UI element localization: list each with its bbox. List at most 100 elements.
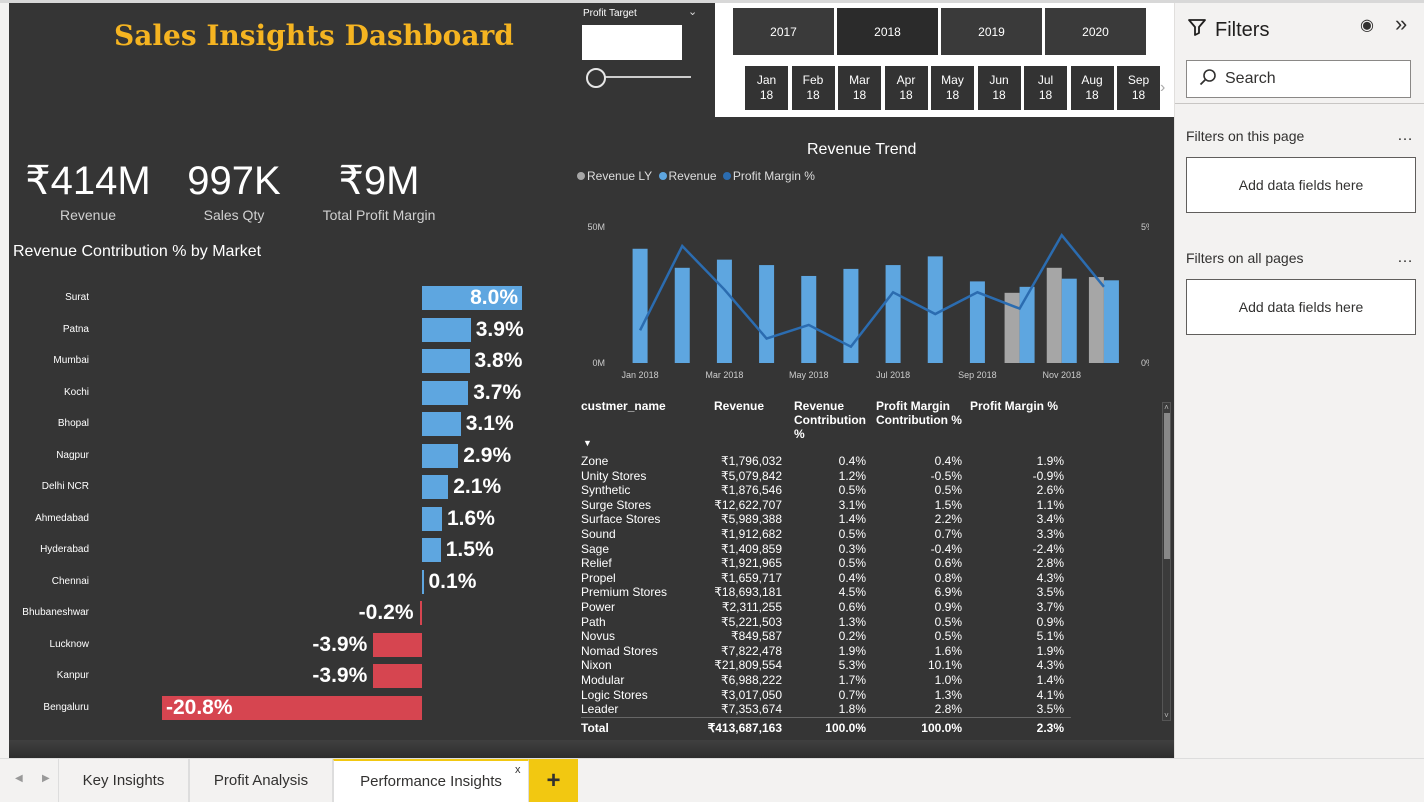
month-button-sep[interactable]: Sep 18 xyxy=(1117,66,1160,110)
legend-item-profit-margin[interactable]: Profit Margin % xyxy=(722,169,815,183)
revenue-bar[interactable] xyxy=(843,268,859,363)
market-bar[interactable] xyxy=(422,475,449,499)
market-bar-row[interactable]: Chennai 0.1% xyxy=(9,567,549,597)
scrollbar-thumb[interactable] xyxy=(1164,413,1170,559)
chevron-down-icon[interactable]: ⌄ xyxy=(688,6,698,18)
col-header-customer[interactable]: custmer_name xyxy=(581,399,666,413)
market-bar-row[interactable]: Hyderabad 1.5% xyxy=(9,535,549,565)
market-bar[interactable] xyxy=(422,349,470,373)
revenue-bar[interactable] xyxy=(674,267,690,363)
market-bar-row[interactable]: Nagpur 2.9% xyxy=(9,441,549,471)
tab-performance-insights[interactable]: Performance Insights xyxy=(333,759,529,802)
revenue-bar[interactable] xyxy=(1103,280,1119,363)
market-bar-row[interactable]: Lucknow -3.9% xyxy=(9,630,549,660)
month-button-feb[interactable]: Feb 18 xyxy=(791,66,835,110)
col-header-profit-margin[interactable]: Profit Margin % xyxy=(970,399,1059,413)
legend-item-revenue-ly[interactable]: Revenue LY xyxy=(577,169,652,183)
revenue-bar[interactable] xyxy=(801,275,817,363)
col-header-revenue-contribution[interactable]: Revenue Contribution % xyxy=(794,399,866,441)
add-page-button[interactable]: + xyxy=(529,759,578,802)
market-bar[interactable] xyxy=(422,538,441,562)
revenue-ly-bar[interactable] xyxy=(1046,267,1062,363)
add-fields-all-pages-dropzone[interactable]: Add data fields here xyxy=(1186,279,1416,335)
revenue-bar[interactable] xyxy=(1061,278,1077,363)
revenue-bar[interactable] xyxy=(927,256,943,363)
month-button-jun[interactable]: Jun 18 xyxy=(977,66,1021,110)
year-button-2017[interactable]: 2017 xyxy=(733,8,834,55)
more-options-icon[interactable]: … xyxy=(1397,249,1414,266)
filters-search-input[interactable]: Search xyxy=(1186,60,1411,98)
market-bar-row[interactable]: Mumbai 3.8% xyxy=(9,346,549,376)
revenue-ly-bar[interactable] xyxy=(1088,277,1104,363)
legend-item-revenue[interactable]: Revenue xyxy=(658,169,717,183)
market-bar[interactable] xyxy=(419,601,422,625)
market-bar[interactable] xyxy=(422,506,442,531)
table-row[interactable]: Unity Stores ₹5,079,842 1.2% -0.5% -0.9% xyxy=(581,469,1071,484)
year-button-2020[interactable]: 2020 xyxy=(1045,8,1146,55)
table-row[interactable]: Sound ₹1,912,682 0.5% 0.7% 3.3% xyxy=(581,527,1071,542)
month-button-aug[interactable]: Aug 18 xyxy=(1070,66,1114,110)
table-row[interactable]: Leader ₹7,353,674 1.8% 2.8% 3.5% xyxy=(581,702,1071,717)
revenue-bar[interactable] xyxy=(759,265,775,363)
year-button-2018[interactable]: 2018 xyxy=(837,8,938,55)
revenue-bar[interactable] xyxy=(885,265,901,363)
eye-icon[interactable]: ◉ xyxy=(1360,17,1374,34)
profit-target-slider-handle[interactable] xyxy=(586,68,606,88)
scroll-up-icon[interactable]: ˄ xyxy=(1164,403,1169,412)
revenue-bar[interactable] xyxy=(969,281,985,363)
market-bar-row[interactable]: Ahmedabad 1.6% xyxy=(9,504,549,534)
chevron-right-icon[interactable]: › xyxy=(1160,79,1166,96)
market-bar-row[interactable]: Kochi 3.7% xyxy=(9,378,549,408)
collapse-pane-icon[interactable]: » xyxy=(1395,11,1408,36)
market-bar[interactable] xyxy=(422,380,469,405)
close-tab-icon[interactable]: x xyxy=(515,764,521,776)
tab-prev-icon[interactable]: ◀ xyxy=(15,773,23,784)
profit-margin-line[interactable] xyxy=(638,232,1105,349)
table-row[interactable]: Nomad Stores ₹7,822,478 1.9% 1.6% 1.9% xyxy=(581,644,1071,659)
market-bar[interactable] xyxy=(422,443,459,468)
add-fields-page-dropzone[interactable]: Add data fields here xyxy=(1186,157,1416,213)
table-row[interactable]: Logic Stores ₹3,017,050 0.7% 1.3% 4.1% xyxy=(581,688,1071,703)
month-button-apr[interactable]: Apr 18 xyxy=(884,66,928,110)
table-scrollbar[interactable]: ˄ ˅ xyxy=(1162,402,1171,721)
col-header-revenue[interactable]: Revenue xyxy=(714,399,765,413)
table-row[interactable]: Relief ₹1,921,965 0.5% 0.6% 2.8% xyxy=(581,556,1071,571)
tab-key-insights[interactable]: Key Insights xyxy=(58,759,189,802)
tab-profit-analysis[interactable]: Profit Analysis xyxy=(189,759,333,802)
revenue-bar[interactable] xyxy=(632,248,648,363)
table-row[interactable]: Synthetic ₹1,876,546 0.5% 0.5% 2.6% xyxy=(581,483,1071,498)
market-bar[interactable] xyxy=(422,317,471,342)
table-row[interactable]: Surge Stores ₹12,622,707 3.1% 1.5% 1.1% xyxy=(581,498,1071,513)
revenue-trend-chart[interactable]: 50M 0M 5% 0% Jan 2018 Mar 2018 May 2018 Jul 201… xyxy=(569,215,1149,385)
market-bar[interactable] xyxy=(373,664,422,688)
market-bar[interactable] xyxy=(422,412,461,436)
market-bar[interactable] xyxy=(373,632,422,657)
table-row[interactable]: Modular ₹6,988,222 1.7% 1.0% 1.4% xyxy=(581,673,1071,688)
table-row[interactable]: Propel ₹1,659,717 0.4% 0.8% 4.3% xyxy=(581,571,1071,586)
table-row[interactable]: Path ₹5,221,503 1.3% 0.5% 0.9% xyxy=(581,615,1071,630)
year-button-2019[interactable]: 2019 xyxy=(941,8,1042,55)
more-options-icon[interactable]: … xyxy=(1397,127,1414,144)
scroll-down-icon[interactable]: ˅ xyxy=(1164,711,1169,720)
table-row[interactable]: Power ₹2,311,255 0.6% 0.9% 3.7% xyxy=(581,600,1071,615)
market-bar-row[interactable]: Bengaluru -20.8% xyxy=(9,693,549,723)
table-row[interactable]: Zone ₹1,796,032 0.4% 0.4% 1.9% xyxy=(581,454,1071,469)
market-bar[interactable] xyxy=(162,695,422,720)
table-row[interactable]: Premium Stores ₹18,693,181 4.5% 6.9% 3.5% xyxy=(581,585,1071,600)
market-bar-chart[interactable]: Surat 8.0% Patna 3.9% Mumbai 3.8% Kochi 3.7% Bho… xyxy=(9,283,549,723)
col-header-profit-contribution[interactable]: Profit Margin Contribution % xyxy=(876,399,962,427)
month-button-jan[interactable]: Jan 18 xyxy=(745,66,788,110)
market-bar-row[interactable]: Delhi NCR 2.1% xyxy=(9,472,549,502)
month-button-may[interactable]: May 18 xyxy=(931,66,974,110)
market-bar[interactable] xyxy=(422,569,424,594)
market-bar-row[interactable]: Surat 8.0% xyxy=(9,283,549,313)
table-row[interactable]: Nixon ₹21,809,554 5.3% 10.1% 4.3% xyxy=(581,658,1071,673)
market-bar-row[interactable]: Bhopal 3.1% xyxy=(9,409,549,439)
tab-next-icon[interactable]: ▶ xyxy=(42,773,50,784)
profit-target-input[interactable] xyxy=(582,25,682,60)
market-bar-row[interactable]: Patna 3.9% xyxy=(9,315,549,345)
revenue-bar[interactable] xyxy=(716,259,732,363)
month-button-mar[interactable]: Mar 18 xyxy=(838,66,881,110)
market-bar-row[interactable]: Kanpur -3.9% xyxy=(9,661,549,691)
table-row[interactable]: Surface Stores ₹5,989,388 1.4% 2.2% 3.4% xyxy=(581,512,1071,527)
